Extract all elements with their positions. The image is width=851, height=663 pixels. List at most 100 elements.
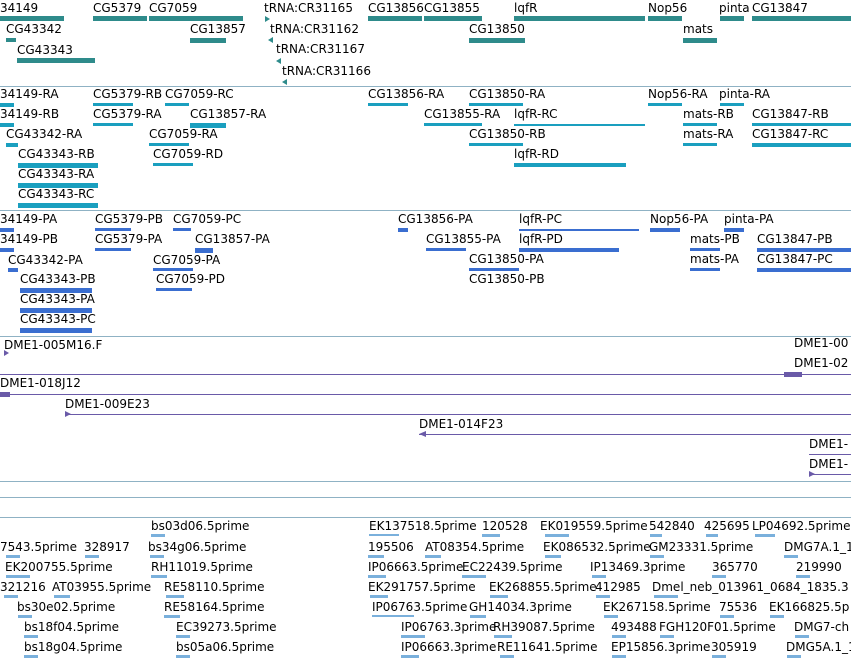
est-bar[interactable]: [150, 555, 164, 558]
transcript-label[interactable]: mats-RB: [683, 107, 734, 121]
est-label[interactable]: EK086532.5prime: [543, 540, 651, 554]
transcript-bar[interactable]: [18, 183, 98, 188]
gene-label[interactable]: tRNA:CR31167: [276, 42, 365, 56]
protein-bar[interactable]: [690, 248, 720, 251]
gene-label[interactable]: CG5379: [93, 1, 142, 15]
est-label[interactable]: bs18f04.5prime: [24, 620, 120, 634]
transcript-label[interactable]: lqfR-RD: [514, 147, 559, 161]
est-label[interactable]: RE58110.5prime: [164, 580, 265, 594]
est-bar[interactable]: [176, 655, 190, 658]
gene-label[interactable]: CG43342: [6, 22, 62, 36]
transcript-bar[interactable]: [6, 143, 18, 147]
est-label[interactable]: EK137518.5prime: [369, 519, 477, 533]
protein-bar[interactable]: [20, 308, 92, 313]
transcript-bar[interactable]: [469, 143, 523, 146]
transcript-bar[interactable]: [752, 143, 851, 147]
transcript-label[interactable]: CG43343-RC: [18, 187, 95, 201]
est-label[interactable]: 195506: [368, 540, 414, 554]
gene-label[interactable]: tRNA:CR31162: [270, 22, 359, 36]
est-bar[interactable]: [372, 615, 414, 617]
est-label[interactable]: bs03d06.5prime: [151, 519, 250, 533]
est-bar[interactable]: [401, 635, 425, 638]
transcript-bar[interactable]: [648, 103, 682, 106]
transcript-bar[interactable]: [0, 103, 14, 107]
clone-marker[interactable]: [809, 471, 815, 477]
est-label[interactable]: GM23331.5prime: [649, 540, 754, 554]
transcript-bar[interactable]: [683, 123, 717, 126]
protein-bar[interactable]: [724, 228, 744, 232]
est-label[interactable]: GH14034.3prime: [469, 600, 572, 614]
transcript-label[interactable]: pinta-RA: [719, 87, 771, 101]
est-bar[interactable]: [490, 595, 508, 598]
transcript-bar[interactable]: [0, 123, 14, 127]
est-label[interactable]: AT03955.5prime: [52, 580, 152, 594]
est-bar[interactable]: [604, 615, 618, 618]
gene-bar[interactable]: [265, 16, 270, 22]
est-bar[interactable]: [470, 615, 486, 618]
transcript-label[interactable]: CG7059-RA: [149, 127, 218, 141]
transcript-label[interactable]: Nop56-RA: [648, 87, 708, 101]
est-bar[interactable]: [369, 534, 399, 536]
transcript-bar[interactable]: [190, 123, 226, 128]
gene-label[interactable]: mats: [683, 22, 713, 36]
est-label[interactable]: IP06763.5prime: [372, 600, 468, 614]
transcript-bar[interactable]: [165, 103, 189, 106]
est-label[interactable]: 120528: [482, 519, 528, 533]
protein-bar[interactable]: [519, 248, 619, 252]
est-bar[interactable]: [164, 615, 180, 618]
protein-label[interactable]: CG13855-PA: [426, 232, 501, 246]
transcript-bar[interactable]: [683, 143, 717, 146]
protein-label[interactable]: CG43343-PA: [20, 292, 95, 306]
clone-marker[interactable]: [4, 350, 9, 356]
est-label[interactable]: bs34g06.5prime: [148, 540, 247, 554]
gene-label[interactable]: CG13850: [469, 22, 525, 36]
transcript-bar[interactable]: [93, 123, 133, 126]
est-label[interactable]: EP15856.3prime: [611, 640, 711, 654]
gene-label[interactable]: 34149: [0, 1, 39, 15]
protein-label[interactable]: CG13847-PB: [757, 232, 833, 246]
transcript-label[interactable]: CG7059-RD: [153, 147, 224, 161]
est-bar[interactable]: [54, 595, 70, 598]
protein-bar[interactable]: [426, 248, 466, 251]
clone-label[interactable]: DME1-014F23: [419, 417, 504, 431]
est-label[interactable]: RE58164.5prime: [164, 600, 265, 614]
est-bar[interactable]: [401, 655, 419, 658]
transcript-label[interactable]: CG13847-RB: [752, 107, 829, 121]
est-label[interactable]: RH39087.5prime: [493, 620, 595, 634]
clone-label[interactable]: DME1-018J12: [0, 376, 81, 390]
est-label[interactable]: DMG7-ch: [794, 620, 850, 634]
transcript-label[interactable]: CG13850-RA: [469, 87, 546, 101]
est-bar[interactable]: [755, 534, 775, 537]
gene-label[interactable]: CG7059: [149, 1, 198, 15]
protein-label[interactable]: CG13850-PA: [469, 252, 544, 266]
clone-line[interactable]: [0, 374, 851, 375]
protein-bar[interactable]: [690, 268, 720, 271]
transcript-label[interactable]: CG13847-RC: [752, 127, 829, 141]
gene-bar[interactable]: [648, 16, 682, 21]
est-bar[interactable]: [18, 615, 32, 618]
est-label[interactable]: AT08354.5prime: [425, 540, 525, 554]
est-label[interactable]: IP06663.5prime: [368, 560, 464, 574]
clone-line[interactable]: [809, 454, 851, 455]
gene-bar[interactable]: [276, 58, 281, 64]
est-bar[interactable]: [4, 595, 18, 598]
est-bar[interactable]: [654, 595, 678, 598]
est-bar[interactable]: [482, 534, 500, 537]
protein-bar[interactable]: [153, 268, 193, 271]
est-bar[interactable]: [368, 555, 384, 558]
est-label[interactable]: 542840: [649, 519, 695, 533]
gene-label[interactable]: pinta: [719, 1, 750, 15]
est-bar[interactable]: [650, 555, 664, 558]
protein-bar[interactable]: [398, 228, 408, 232]
gene-label[interactable]: CG13856: [368, 1, 424, 15]
transcript-label[interactable]: CG43342-RA: [6, 127, 83, 141]
est-label[interactable]: EK291757.5prime: [368, 580, 476, 594]
protein-label[interactable]: mats-PA: [690, 252, 740, 266]
transcript-bar[interactable]: [153, 163, 193, 166]
clone-marker[interactable]: [784, 372, 802, 377]
gene-label[interactable]: CG13857: [190, 22, 246, 36]
protein-bar[interactable]: [469, 268, 519, 271]
protein-bar[interactable]: [20, 288, 92, 293]
transcript-bar[interactable]: [514, 163, 626, 167]
est-bar[interactable]: [545, 555, 561, 558]
